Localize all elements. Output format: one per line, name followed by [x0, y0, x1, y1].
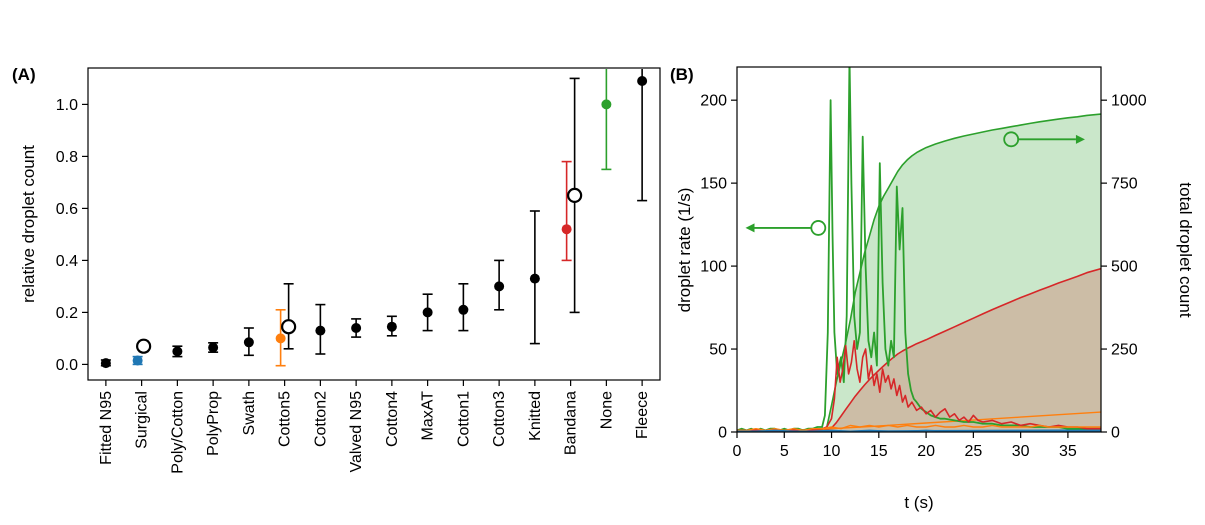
x-category-label: Cotton1	[455, 391, 472, 447]
y-right-tick-label: 500	[1111, 259, 1138, 276]
x-category-label: Cotton4	[384, 391, 401, 447]
x-tick-label: 5	[780, 443, 789, 460]
x-tick-label: 30	[1012, 443, 1030, 460]
cotton5-rate-line	[737, 424, 1101, 431]
y-tick-label: 0.8	[56, 149, 78, 166]
y-tick-label: 0.2	[56, 305, 78, 322]
x-tick-label: 20	[917, 443, 935, 460]
scatter-point	[458, 304, 469, 315]
x-category-label: None	[598, 391, 615, 429]
y-left-tick-label: 200	[700, 93, 727, 110]
scatter-point	[172, 346, 183, 357]
none-total-area	[737, 114, 1101, 432]
y-left-tick-label: 100	[700, 259, 727, 276]
x-category-label: Cotton2	[312, 391, 329, 447]
x-category-label: Fitted N95	[98, 391, 115, 465]
y-right-tick-label: 0	[1111, 425, 1120, 442]
scatter-point	[100, 358, 111, 369]
x-category-label: Bandana	[563, 391, 580, 455]
y-tick-label: 0.4	[56, 253, 78, 270]
panel-b-xlabel: t (s)	[904, 493, 933, 512]
scatter-point	[275, 333, 286, 344]
total-axis-pointer-arrowhead	[1075, 134, 1085, 144]
y-right-tick-label: 1000	[1111, 93, 1147, 110]
scatter-point	[208, 342, 219, 353]
scatter-point	[529, 273, 540, 284]
rate-axis-pointer-circle	[810, 220, 827, 236]
x-category-label: Valved N95	[348, 391, 365, 473]
bandana-rate-line	[737, 339, 1101, 432]
scatter-point	[637, 76, 648, 86]
panel-a-plot: 0.0 0.2 0.4 0.6 0.8 1.0 Fitted N95 Surgical Poly…	[56, 67, 661, 474]
panel-a-chart: (A) relative droplet count 0.00.20.40.60…	[12, 65, 661, 474]
x-tick-label: 15	[870, 443, 888, 460]
surgical-rate-line	[737, 429, 1101, 432]
x-tick-label: 25	[964, 443, 982, 460]
x-category-label: PolyProp	[205, 391, 222, 456]
x-category-label: Cotton3	[491, 391, 508, 447]
panel-b-data	[737, 67, 1101, 432]
y-left-tick-label: 0	[718, 425, 727, 442]
scatter-point	[132, 355, 143, 366]
panel-a-data	[100, 69, 648, 369]
panel-b-plot: 0 5 10 15 20 25 30 35 0 50 100 150 200 0 250 500 750 1000	[700, 66, 1147, 460]
bandana-total-area	[737, 268, 1101, 432]
x-category-label: Cotton5	[277, 391, 294, 447]
y-right-tick-label: 250	[1111, 342, 1138, 359]
scatter-point	[351, 323, 362, 333]
y-left-tick-label: 50	[709, 342, 727, 359]
panel-b-label: (B)	[670, 65, 694, 84]
y-tick-label: 1.0	[56, 97, 78, 114]
x-category-label: Swath	[241, 391, 258, 435]
panel-b-ylabel-right: total droplet count	[1176, 182, 1195, 317]
scatter-point	[561, 224, 572, 235]
scatter-point	[315, 325, 326, 336]
scatter-point-open	[136, 338, 152, 354]
bandana-total-line	[737, 267, 1101, 432]
scatter-point	[243, 337, 254, 348]
x-category-label: Poly/Cotton	[169, 391, 186, 474]
x-category-label: Fleece	[634, 391, 651, 439]
scatter-point	[494, 281, 505, 292]
panel-b-frame	[736, 66, 1102, 433]
y-left-tick-label: 150	[700, 176, 727, 193]
x-tick-label: 35	[1059, 443, 1077, 460]
scatter-point-open	[567, 187, 583, 203]
x-category-label: Surgical	[134, 391, 151, 449]
x-tick-label: 10	[823, 443, 841, 460]
panel-b-ylabel-left: droplet rate (1/s)	[675, 188, 694, 313]
scatter-point	[386, 321, 397, 332]
x-tick-label: 0	[733, 443, 742, 460]
scatter-point-open	[281, 319, 297, 335]
x-category-label: Knitted	[527, 391, 544, 441]
scatter-point	[601, 99, 612, 110]
rate-axis-pointer-arrowhead	[745, 223, 755, 233]
panel-b-chart: (B) droplet rate (1/s) total droplet cou…	[670, 65, 1195, 512]
scatter-point	[422, 307, 433, 318]
y-tick-label: 0.0	[56, 357, 78, 374]
y-tick-label: 0.6	[56, 201, 78, 218]
panel-a-ylabel: relative droplet count	[19, 145, 38, 303]
x-category-label: MaxAT	[420, 391, 437, 441]
panel-a-label: (A)	[12, 65, 36, 84]
panel-a-frame	[87, 67, 661, 381]
y-right-tick-label: 750	[1111, 176, 1138, 193]
